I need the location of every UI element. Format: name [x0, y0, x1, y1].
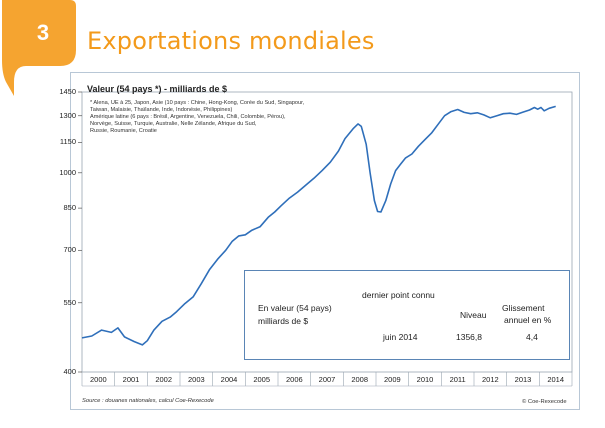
- latest-data-box: [244, 270, 570, 360]
- value-label-line2: milliards de $: [258, 316, 309, 326]
- x-tick-label: 2013: [514, 375, 532, 384]
- y-tick-label: 1450: [59, 87, 76, 96]
- latest-date: juin 2014: [383, 332, 418, 342]
- y-tick-label: 550: [63, 297, 76, 307]
- page-title: Exportations mondiales: [87, 27, 375, 55]
- x-tick-label: 2012: [481, 375, 499, 384]
- y-tick-label: 1300: [59, 110, 76, 120]
- x-tick-label: 2004: [220, 375, 238, 384]
- glissement-column-header: Glissement: [502, 303, 545, 313]
- y-tick-label: 1150: [59, 137, 76, 147]
- chart-title: Valeur (54 pays *) - milliards de $: [87, 84, 228, 94]
- value-label-line1: En valeur (54 pays): [258, 303, 332, 313]
- chart-note-line: * Alena, UE à 25, Japon, Asie (10 pays :…: [90, 100, 305, 106]
- glissement-column-header-2: annuel en %: [504, 315, 552, 325]
- x-tick-label: 2006: [285, 375, 303, 384]
- chart-note-line: Amérique latine (6 pays : Brésil, Argent…: [90, 114, 286, 120]
- y-tick-label: 850: [63, 203, 76, 213]
- section-number: 3: [36, 20, 50, 45]
- latest-niveau-value: 1356,8: [456, 332, 482, 342]
- series-line-exports: [81, 105, 556, 346]
- x-tick-label: 2001: [122, 375, 140, 384]
- copyright-credit: © Coe-Rexecode: [522, 399, 567, 405]
- latest-point-header: dernier point connu: [362, 290, 435, 300]
- y-tick-label: 1000: [59, 167, 76, 177]
- x-tick-label: 2011: [449, 375, 466, 384]
- y-tick-label: 400: [63, 367, 76, 376]
- x-tick-label: 2002: [155, 375, 172, 384]
- y-tick-label: 700: [63, 245, 76, 255]
- x-tick-label: 2009: [383, 375, 401, 384]
- chart-note-line: Norvège, Suisse, Turquie, Australie, Nel…: [90, 121, 257, 127]
- plot-area-border: [81, 91, 573, 373]
- x-tick-label: 2010: [416, 375, 434, 384]
- x-tick-label: 2007: [318, 375, 336, 384]
- x-tick-label: 2005: [253, 375, 270, 384]
- latest-glissement-value: 4,4: [526, 332, 538, 342]
- x-tick-label: 2000: [89, 375, 107, 384]
- x-tick-label: 2008: [351, 375, 368, 384]
- chart-note-line: Taiwan, Malaisie, Thaïlande, Inde, Indon…: [90, 107, 233, 113]
- x-tick-label: 2014: [547, 375, 564, 384]
- chart-note-line: Russie, Roumanie, Croatie: [90, 128, 157, 134]
- section-badge: [2, 0, 76, 96]
- x-tick-label: 2003: [187, 375, 205, 384]
- niveau-column-header: Niveau: [460, 310, 487, 320]
- source-note: Source : douanes nationales, calcul Coe-…: [82, 398, 214, 404]
